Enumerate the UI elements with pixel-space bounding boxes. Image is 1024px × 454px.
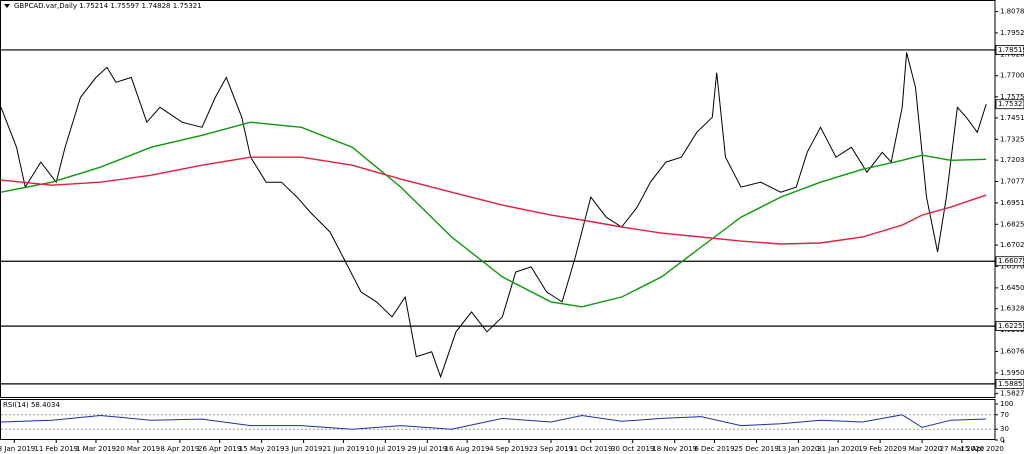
y-tick-label: 1.72030 [1000,156,1024,164]
y-tick-label: 1.80780 [1000,8,1024,16]
level-label: 1.78519 [998,46,1024,54]
y-tick-label: 1.59500 [1000,369,1024,377]
y-tick-label: 1.67025 [1000,241,1024,249]
level-label-box [995,256,1024,267]
main-frame [0,0,996,398]
rsi-frame [0,399,996,440]
x-tick-label: 10 Jul 2019 [366,445,406,453]
x-tick-label: 15 Apr 2020 [961,445,1004,453]
y-tick-label: 100 [1000,400,1013,408]
series-line [0,156,987,245]
x-tick-label: 26 Apr 2019 [198,445,241,453]
x-tick-label: 25 Dec 2019 [734,445,779,453]
x-tick-label: 9 Mar 2020 [902,445,942,453]
level-label-box [995,45,1024,55]
x-tick-label: 19 Feb 2020 [858,445,902,453]
y-tick-label: 1.74515 [1000,114,1024,122]
x-tick-label: 11 Oct 2019 [569,445,612,453]
x-tick-label: 20 Mar 2019 [116,445,160,453]
y-tick-label: 1.60760 [1000,347,1024,355]
x-tick-label: 11 Feb 2019 [34,445,78,453]
y-tick-label: 30 [1000,425,1009,433]
y-tick-label: 0 [1000,436,1004,444]
menu-icon [4,4,10,8]
x-tick-label: 18 Nov 2019 [652,445,697,453]
series-line [0,414,987,430]
level-label-box [995,378,1024,389]
y-tick-label: 1.69510 [1000,199,1024,207]
y-tick-label: 1.65765 [1000,262,1024,270]
x-tick-label: 13 Jan 2020 [777,445,819,453]
x-tick-label: 4 Sep 2019 [489,445,529,453]
y-tick-label: 1.73255 [1000,135,1024,143]
x-tick-label: 16 Aug 2019 [445,445,490,453]
rsi-title: RSI(14) 58.4034 [3,401,60,409]
x-tick-label: 23 Sep 2019 [529,445,573,453]
y-tick-label: 1.75757 [1000,93,1024,101]
x-tick-label: 8 Apr 2019 [161,445,200,453]
x-tick-label: 30 Oct 2019 [611,445,654,453]
chart-title: GBPCAD.var,Daily 1.75214 1.75597 1.74828… [14,2,202,10]
x-tick-label: 3 Jun 2019 [285,445,323,453]
x-tick-label: 23 Jan 2019 [0,445,35,453]
x-tick-label: 1 Mar 2019 [76,445,116,453]
y-tick-label: 1.68250 [1000,220,1024,228]
x-tick-label: 15 May 2019 [239,445,285,453]
last-price-box [995,99,1024,110]
y-tick-label: 1.58275 [1000,390,1024,398]
level-label: 1.66075 [998,257,1024,265]
y-tick-label: 1.63280 [1000,305,1024,313]
y-tick-label: 1.79520 [1000,29,1024,37]
x-tick-label: 21 Jun 2019 [322,445,364,453]
series-line [0,52,987,379]
last-price-label: 1.75321 [998,100,1024,108]
x-tick-label: 31 Jan 2020 [817,445,859,453]
level-label: 1.62255 [998,322,1024,330]
y-tick-label: 70 [1000,411,1009,419]
series-line [0,121,987,308]
y-tick-label: 1.70770 [1000,178,1024,186]
x-tick-label: 6 Dec 2019 [694,445,734,453]
x-tick-label: 29 Jul 2019 [408,445,448,453]
level-label-box [995,321,1024,331]
x-tick-label: 27 Mar 2020 [940,445,984,453]
y-tick-label: 1.77000 [1000,72,1024,80]
y-tick-label: 1.64505 [1000,284,1024,292]
